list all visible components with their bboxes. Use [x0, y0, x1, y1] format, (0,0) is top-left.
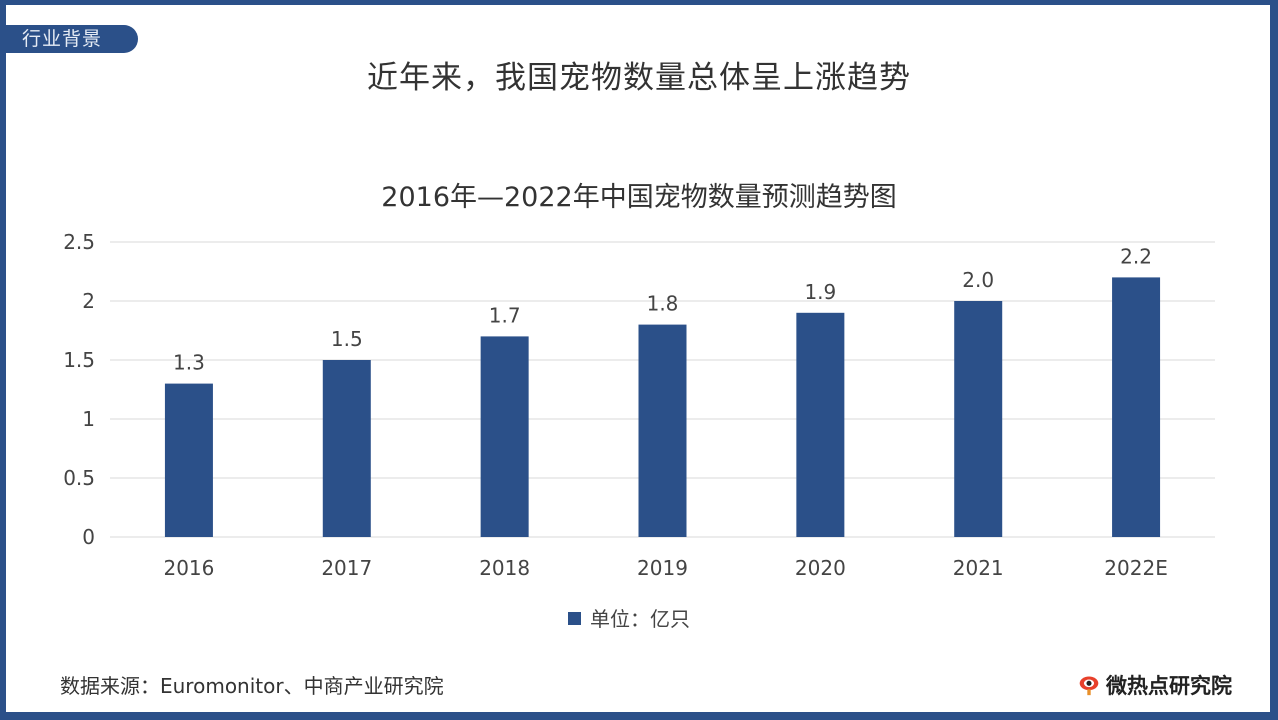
y-tick-label: 1.5 [63, 348, 95, 372]
logo-eye-icon [1079, 676, 1099, 696]
x-tick-label: 2022E [1104, 556, 1168, 580]
bar [164, 383, 213, 537]
bar [954, 301, 1003, 537]
data-label: 1.8 [647, 292, 679, 316]
x-tick-label: 2020 [795, 556, 846, 580]
data-label: 1.9 [804, 280, 836, 304]
y-tick-label: 0 [82, 525, 95, 549]
logo: 微热点研究院 [1076, 670, 1232, 700]
y-tick-label: 0.5 [63, 466, 95, 490]
data-label: 2.0 [962, 268, 994, 292]
bar [1112, 277, 1161, 537]
bar [796, 312, 845, 537]
data-label: 1.3 [173, 351, 205, 375]
x-tick-label: 2019 [637, 556, 688, 580]
source-note: 数据来源：Euromonitor、中商产业研究院 [60, 674, 444, 698]
x-tick-label: 2018 [479, 556, 530, 580]
legend-label: 单位：亿只 [590, 607, 690, 631]
chart-title: 2016年—2022年中国宠物数量预测趋势图 [381, 182, 897, 213]
data-label: 1.5 [331, 327, 363, 351]
section-badge: 行业背景 [6, 25, 138, 53]
x-tick-label: 2016 [163, 556, 214, 580]
headline: 近年来，我国宠物数量总体呈上涨趋势 [367, 60, 911, 96]
y-tick-label: 1 [82, 407, 95, 431]
x-tick-label: 2017 [321, 556, 372, 580]
y-tick-label: 2.5 [63, 230, 95, 254]
data-label: 2.2 [1120, 244, 1152, 268]
slide-frame [6, 5, 1270, 712]
bar [480, 336, 529, 537]
bar [322, 360, 371, 537]
data-label: 1.7 [489, 303, 521, 327]
legend-swatch [568, 612, 581, 625]
logo-text: 微热点研究院 [1106, 674, 1232, 698]
y-tick-label: 2 [82, 289, 95, 313]
bar [638, 324, 687, 537]
x-tick-label: 2021 [953, 556, 1004, 580]
